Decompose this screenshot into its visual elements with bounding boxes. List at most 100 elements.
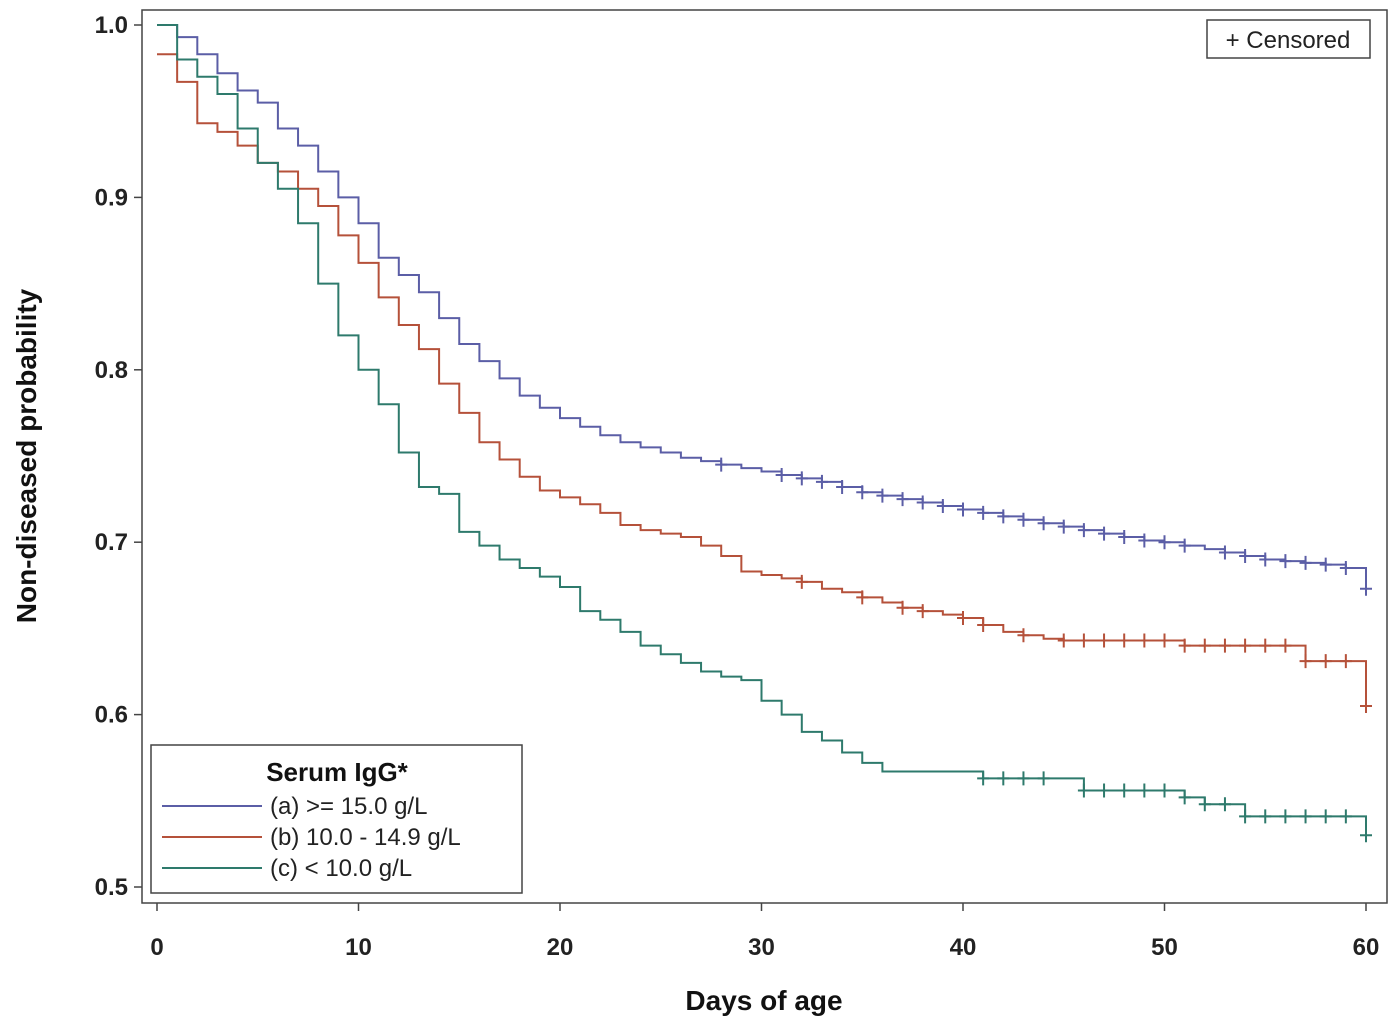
censor-mark	[1218, 638, 1231, 653]
legend-label: (a) >= 15.0 g/L	[270, 793, 427, 820]
censor-mark	[1077, 633, 1090, 648]
censor-mark	[1178, 538, 1191, 553]
censor-mark	[1339, 654, 1352, 669]
censor-mark	[1218, 545, 1231, 560]
censor-mark	[1239, 638, 1252, 653]
x-tick-label: 10	[345, 934, 372, 961]
censor-mark	[1198, 638, 1211, 653]
censor-mark	[1118, 783, 1131, 798]
x-tick-label: 50	[1151, 934, 1178, 961]
censor-mark	[1299, 654, 1312, 669]
censor-mark	[1218, 797, 1231, 812]
legend: Serum IgG* (a) >= 15.0 g/L (b) 10.0 - 14.…	[150, 744, 523, 894]
censor-mark	[1339, 561, 1352, 576]
x-axis-title: Days of age	[685, 985, 842, 1016]
censor-mark	[1037, 771, 1050, 786]
censored-key: + Censored	[1206, 19, 1371, 59]
censor-mark	[1360, 698, 1372, 713]
censor-mark	[916, 495, 929, 510]
censor-mark	[856, 590, 869, 605]
series-line	[157, 24, 1367, 836]
censor-mark	[977, 617, 990, 632]
censored-key-label: + Censored	[1226, 27, 1351, 54]
censor-mark	[957, 611, 969, 626]
censor-mark	[1057, 519, 1070, 534]
censor-mark	[1037, 516, 1050, 531]
censor-mark	[1017, 628, 1030, 643]
censor-mark	[1239, 548, 1252, 563]
censor-mark	[1098, 633, 1111, 648]
x-tick-label: 60	[1353, 934, 1380, 961]
legend-label: (c) < 10.0 g/L	[270, 855, 412, 882]
censor-mark	[1299, 809, 1312, 824]
y-tick-label: 0.8	[95, 357, 128, 384]
x-tick-label: 40	[950, 934, 977, 961]
censor-mark	[1319, 557, 1332, 572]
censor-mark	[815, 474, 828, 489]
censor-mark	[1299, 555, 1312, 570]
censor-mark	[1279, 554, 1292, 569]
censor-mark	[1360, 828, 1372, 843]
series-line	[157, 53, 1367, 706]
censor-mark	[795, 574, 808, 589]
x-tick-label: 0	[150, 934, 163, 961]
legend-title: Serum IgG*	[266, 757, 408, 787]
censor-mark	[1279, 809, 1292, 824]
censor-mark	[896, 600, 909, 615]
series-3	[157, 24, 1372, 843]
censor-mark	[1239, 809, 1252, 824]
y-tick-label: 1.0	[95, 12, 128, 39]
x-tick-label: 30	[748, 934, 775, 961]
censor-mark	[916, 604, 929, 619]
y-axis: 0.5 0.6 0.7 0.8 0.9 1.0	[95, 12, 142, 901]
censor-mark	[1259, 552, 1272, 567]
censor-mark	[1339, 809, 1352, 824]
censor-mark	[977, 771, 990, 786]
censor-mark	[1319, 809, 1332, 824]
censor-mark	[1259, 638, 1272, 653]
censored-key-box	[1206, 19, 1371, 59]
censor-mark	[1138, 633, 1151, 648]
censor-mark	[1077, 783, 1090, 798]
y-tick-label: 0.5	[95, 874, 128, 901]
censor-mark	[1198, 797, 1211, 812]
censor-mark	[896, 492, 909, 507]
x-axis: 0 10 20 30 40 50 60	[150, 903, 1379, 961]
censor-mark	[1077, 523, 1090, 538]
y-tick-label: 0.6	[95, 702, 128, 729]
censor-mark	[876, 488, 889, 503]
censor-mark	[1057, 633, 1070, 648]
censor-mark	[1098, 526, 1111, 541]
censor-mark	[1178, 638, 1191, 653]
y-tick-label: 0.7	[95, 529, 128, 556]
plot-frame	[141, 9, 1388, 904]
censor-mark	[1017, 771, 1030, 786]
censor-mark	[1279, 638, 1292, 653]
censor-mark	[1118, 633, 1131, 648]
censor-mark	[1118, 530, 1131, 545]
censor-mark	[795, 471, 808, 486]
censor-mark	[957, 502, 969, 517]
censor-mark	[1178, 790, 1191, 805]
censor-mark	[936, 498, 949, 513]
censor-mark	[977, 505, 990, 520]
censor-mark	[1158, 783, 1171, 798]
censor-mark	[1158, 535, 1171, 550]
censor-mark	[1259, 809, 1272, 824]
censor-mark	[715, 457, 728, 472]
censor-mark	[1098, 783, 1111, 798]
x-tick-label: 20	[547, 934, 574, 961]
censor-mark	[775, 467, 788, 482]
y-axis-title: Non-diseased probability	[11, 288, 42, 623]
y-tick-label: 0.9	[95, 184, 128, 211]
legend-items: (a) >= 15.0 g/L (b) 10.0 - 14.9 g/L (c) < …	[162, 793, 461, 882]
censor-mark	[1138, 783, 1151, 798]
series-2	[157, 53, 1372, 713]
censor-mark	[836, 480, 849, 495]
censor-mark	[1138, 533, 1151, 548]
censor-mark	[856, 485, 869, 500]
legend-label: (b) 10.0 - 14.9 g/L	[270, 824, 461, 851]
series-layer	[157, 24, 1372, 843]
censor-mark	[1360, 581, 1372, 596]
